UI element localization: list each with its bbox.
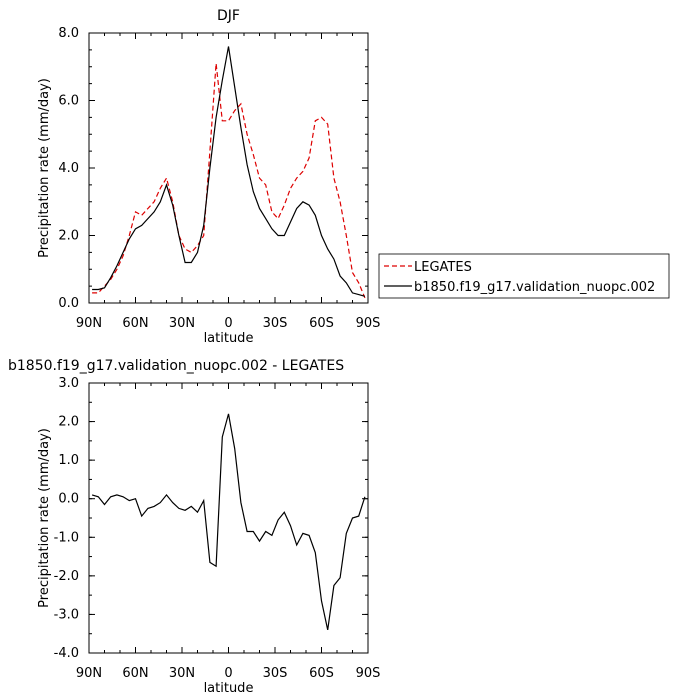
x-tick-label: 0 [224, 666, 232, 681]
legend-label: LEGATES [414, 260, 472, 275]
y-tick-label: 4.0 [58, 161, 79, 176]
y-tick-label: -1.0 [54, 530, 79, 545]
chart-panel-2: b1850.f19_g17.validation_nuopc.002 - LEG… [8, 358, 380, 696]
chart-title: b1850.f19_g17.validation_nuopc.002 - LEG… [8, 358, 344, 374]
x-tick-label: 60S [309, 666, 334, 681]
x-tick-label: 60N [122, 316, 148, 331]
x-tick-label: 30S [263, 316, 288, 331]
y-tick-label: -3.0 [54, 607, 79, 622]
series-line-2 [92, 46, 366, 297]
plot-frame [88, 32, 369, 304]
x-axis-label: latitude [204, 331, 254, 346]
y-tick-label: -2.0 [54, 569, 79, 584]
legend: LEGATES b1850.f19_g17.validation_nuopc.00… [378, 253, 670, 299]
x-tick-label: 30S [263, 666, 288, 681]
y-tick-label: -4.0 [54, 646, 79, 661]
chart-title: DJF [217, 8, 240, 24]
y-tick-label: 0.0 [58, 296, 79, 311]
legend-label: b1850.f19_g17.validation_nuopc.002 [414, 280, 655, 295]
chart-panel-1: DJF 90N 60N 30N 0 30S 60S 90S 0.0 2.0 4.0 6.0 8.0 lat… [37, 8, 670, 346]
x-axis-label: latitude [204, 681, 254, 696]
y-tick-label: 8.0 [58, 26, 79, 41]
x-tick-label: 30N [169, 666, 195, 681]
y-tick-label: 0.0 [58, 492, 79, 507]
legend-box [378, 253, 670, 299]
y-tick-label: 1.0 [58, 453, 79, 468]
x-tick-label: 60N [122, 666, 148, 681]
x-tick-label: 30N [169, 316, 195, 331]
x-tick-label: 0 [224, 316, 232, 331]
series-line-1 [91, 413, 366, 631]
y-tick-label: 3.0 [58, 376, 79, 391]
y-tick-label: 2.0 [58, 415, 79, 430]
y-tick-label: 6.0 [58, 94, 79, 109]
series-line-1 [92, 63, 366, 299]
plot-frame [88, 382, 369, 654]
x-tick-label: 90N [76, 316, 102, 331]
x-tick-label: 90S [356, 316, 381, 331]
x-tick-label: 60S [309, 316, 334, 331]
x-tick-label: 90S [356, 666, 381, 681]
x-tick-label: 90N [76, 666, 102, 681]
y-axis-label: Precipitation rate (mm/day) [37, 78, 52, 258]
y-axis-label: Precipitation rate (mm/day) [37, 428, 52, 608]
y-tick-label: 2.0 [58, 229, 79, 244]
